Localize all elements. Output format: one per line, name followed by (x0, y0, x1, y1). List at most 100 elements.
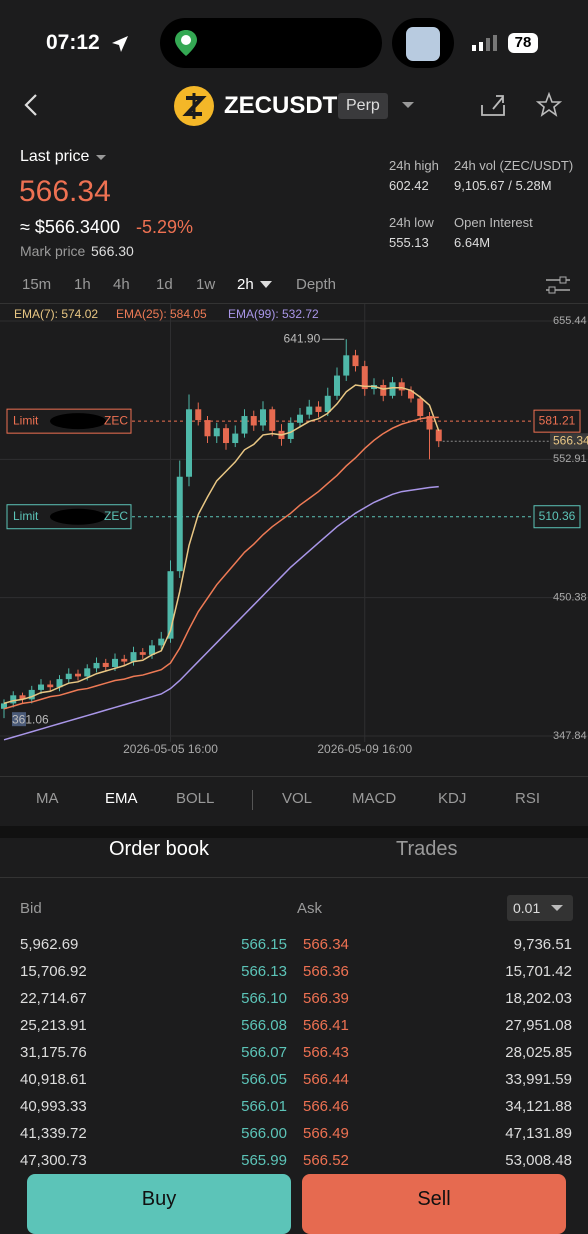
order-row: 5,962.69 566.15 566.34 9,736.51 (0, 932, 588, 959)
ask-price: 566.41 (303, 1017, 349, 1034)
ema-line (3, 384, 440, 705)
low-marker (12, 712, 26, 727)
stat-label: 24h high (389, 158, 439, 173)
clock: 07:12 (46, 31, 100, 54)
buy-button[interactable]: Buy (27, 1174, 291, 1234)
contract-tag: Perp (338, 93, 388, 119)
low-label: 361.06 (12, 712, 49, 726)
last-price: 566.34 (19, 175, 111, 208)
candle-body (389, 382, 396, 396)
mark-price: 566.30 (91, 243, 134, 259)
candle-body (130, 652, 137, 662)
timeframe[interactable]: 1w (196, 276, 216, 293)
bid-price: 566.15 (241, 936, 287, 953)
dynamic-island (160, 18, 382, 68)
indicator[interactable]: MACD (352, 790, 397, 807)
bid-size: 31,175.76 (20, 1044, 87, 1061)
indicator[interactable]: RSI (515, 790, 541, 807)
location-icon (112, 36, 128, 52)
bid-price: 566.13 (241, 963, 287, 980)
dropdown-icon (96, 155, 106, 160)
candle-body (213, 428, 220, 437)
order-asset: ZEC (104, 509, 128, 523)
ask-header: Ask (297, 900, 323, 917)
indicator[interactable]: MA (36, 790, 59, 807)
candle-body (223, 428, 229, 444)
stat-value: 6.64M (454, 235, 491, 250)
stat-value: 9,105.67 / 5.28M (454, 178, 552, 193)
chart-settings[interactable] (544, 274, 572, 296)
order-label: Limit (13, 413, 39, 427)
timeframe-active[interactable]: 2h (237, 276, 254, 293)
share-button[interactable] (480, 93, 506, 117)
app-icon (406, 27, 440, 61)
coin-icon (174, 86, 214, 126)
legend-entry: EMA(99): 532.72 (228, 307, 319, 321)
candle-body (361, 366, 368, 390)
tab-active[interactable]: Order book (109, 838, 210, 860)
back-button[interactable] (22, 92, 42, 118)
tab[interactable]: Trades (396, 838, 458, 860)
candle-body (47, 684, 54, 688)
candle-body (139, 652, 146, 655)
stat-value: 602.42 (389, 178, 429, 193)
candle-body (84, 668, 91, 677)
ema-line (3, 416, 439, 710)
ask-price: 566.34 (303, 936, 349, 953)
price-box (533, 409, 581, 433)
ask-price: 566.44 (303, 1071, 349, 1088)
candle-body (102, 662, 109, 667)
dropdown-icon (260, 281, 272, 288)
stat-label: 24h vol (ZEC/USDT) (454, 158, 574, 173)
stat-label: Open Interest (454, 215, 533, 230)
bid-size: 40,993.33 (20, 1098, 87, 1115)
ask-price: 566.39 (303, 990, 349, 1007)
stat-value: 555.13 (389, 235, 429, 250)
indicator[interactable]: VOL (282, 790, 313, 807)
candle-body (149, 645, 155, 655)
indicator[interactable]: KDJ (438, 790, 467, 807)
order-row: 15,706.92 566.13 566.36 15,701.42 (0, 959, 588, 986)
precision-select[interactable]: 0.01 (507, 895, 573, 921)
order-row: 47,300.73 565.99 566.52 53,008.48 (0, 1148, 588, 1175)
sell-button[interactable]: Sell (302, 1174, 566, 1234)
order-row: 41,339.72 566.00 566.49 47,131.89 (0, 1121, 588, 1148)
timeframe[interactable]: 1d (156, 276, 173, 293)
ask-size: 33,991.59 (505, 1071, 572, 1088)
ask-size: 18,202.03 (505, 990, 572, 1007)
candle-body (176, 476, 183, 572)
ask-size: 15,701.42 (505, 963, 572, 980)
ask-size: 27,951.08 (505, 1017, 572, 1034)
price-change: -5.29% (136, 217, 194, 237)
ask-size: 9,736.51 (513, 936, 572, 953)
timeframe[interactable]: 15m (22, 276, 52, 293)
candle-body (398, 382, 405, 391)
ema-line (3, 485, 439, 741)
candle-body (260, 409, 266, 426)
order-price: 581.21 (539, 413, 576, 427)
timeframe[interactable]: 4h (113, 276, 130, 293)
symbol[interactable]: ZECUSDT (224, 92, 338, 119)
candle-body (186, 409, 192, 477)
timeframe[interactable]: 1h (74, 276, 91, 293)
candle-body (269, 409, 276, 431)
last-price-label: 566.34 (553, 433, 588, 447)
dropdown-icon[interactable] (401, 101, 415, 109)
favorite-button[interactable] (536, 92, 562, 118)
y-tick-label: 655.44 (553, 315, 587, 327)
precision: 0.01 (513, 900, 541, 916)
last-price-label[interactable]: Last price (20, 148, 90, 165)
order-asset: ZEC (104, 413, 128, 427)
order-row: 31,175.76 566.07 566.43 28,025.85 (0, 1040, 588, 1067)
candle-body (93, 662, 100, 669)
indicator[interactable]: BOLL (176, 790, 215, 807)
order-row: 25,213.91 566.08 566.41 27,951.08 (0, 1013, 588, 1040)
candle-body (297, 414, 303, 423)
indicator[interactable]: EMA (105, 790, 138, 807)
candle-body (435, 429, 442, 442)
timeframe[interactable]: Depth (296, 276, 337, 293)
ask-price: 566.46 (303, 1098, 349, 1115)
candle-body (28, 689, 35, 700)
y-tick-label: 347.84 (553, 730, 587, 742)
order-box (6, 504, 132, 530)
